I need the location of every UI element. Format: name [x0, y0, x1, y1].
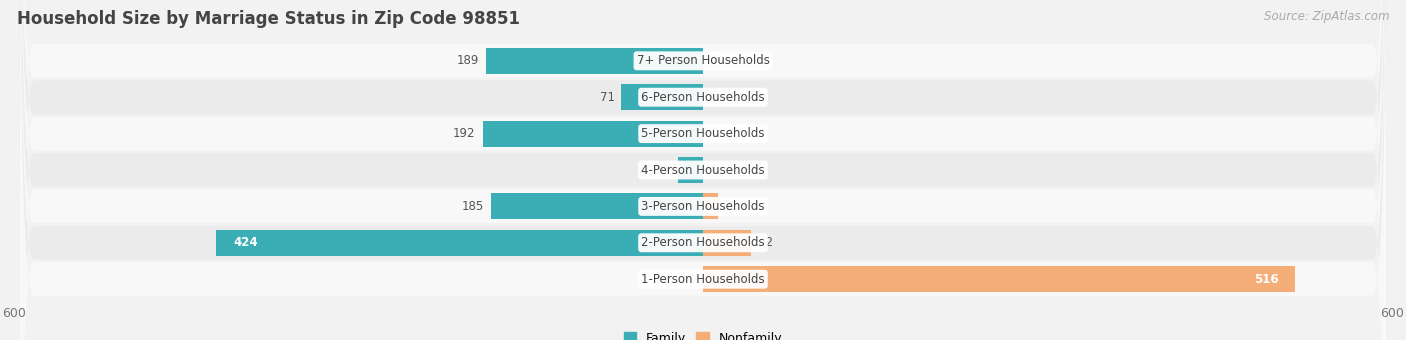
Text: 0: 0	[710, 54, 717, 67]
Text: 0: 0	[689, 273, 696, 286]
FancyBboxPatch shape	[20, 0, 1386, 340]
Text: 13: 13	[725, 200, 740, 213]
Text: 3-Person Households: 3-Person Households	[641, 200, 765, 213]
Text: 192: 192	[453, 127, 475, 140]
Text: 6-Person Households: 6-Person Households	[641, 91, 765, 104]
Text: 7+ Person Households: 7+ Person Households	[637, 54, 769, 67]
Bar	[482, 120, 703, 147]
Text: Household Size by Marriage Status in Zip Code 98851: Household Size by Marriage Status in Zip…	[17, 10, 520, 28]
Text: 0: 0	[710, 91, 717, 104]
Text: Source: ZipAtlas.com: Source: ZipAtlas.com	[1264, 10, 1389, 23]
Text: 189: 189	[457, 54, 479, 67]
Text: 71: 71	[599, 91, 614, 104]
Text: 0: 0	[710, 127, 717, 140]
FancyBboxPatch shape	[20, 0, 1386, 340]
Text: 2-Person Households: 2-Person Households	[641, 236, 765, 249]
Text: 0: 0	[710, 164, 717, 176]
Bar	[491, 193, 703, 220]
Legend: Family, Nonfamily: Family, Nonfamily	[619, 327, 787, 340]
Text: 5-Person Households: 5-Person Households	[641, 127, 765, 140]
Text: 22: 22	[655, 164, 671, 176]
Text: 1-Person Households: 1-Person Households	[641, 273, 765, 286]
Bar	[703, 266, 1295, 292]
Bar	[703, 230, 751, 256]
Text: 4-Person Households: 4-Person Households	[641, 164, 765, 176]
Text: 42: 42	[758, 236, 773, 249]
Bar	[703, 193, 718, 220]
Text: 516: 516	[1254, 273, 1278, 286]
Text: 424: 424	[233, 236, 257, 249]
FancyBboxPatch shape	[20, 0, 1386, 340]
FancyBboxPatch shape	[20, 0, 1386, 340]
FancyBboxPatch shape	[20, 0, 1386, 340]
FancyBboxPatch shape	[20, 0, 1386, 340]
Text: 185: 185	[461, 200, 484, 213]
Bar	[621, 84, 703, 110]
Bar	[678, 157, 703, 183]
Bar	[217, 230, 703, 256]
Bar	[486, 48, 703, 74]
FancyBboxPatch shape	[20, 0, 1386, 340]
